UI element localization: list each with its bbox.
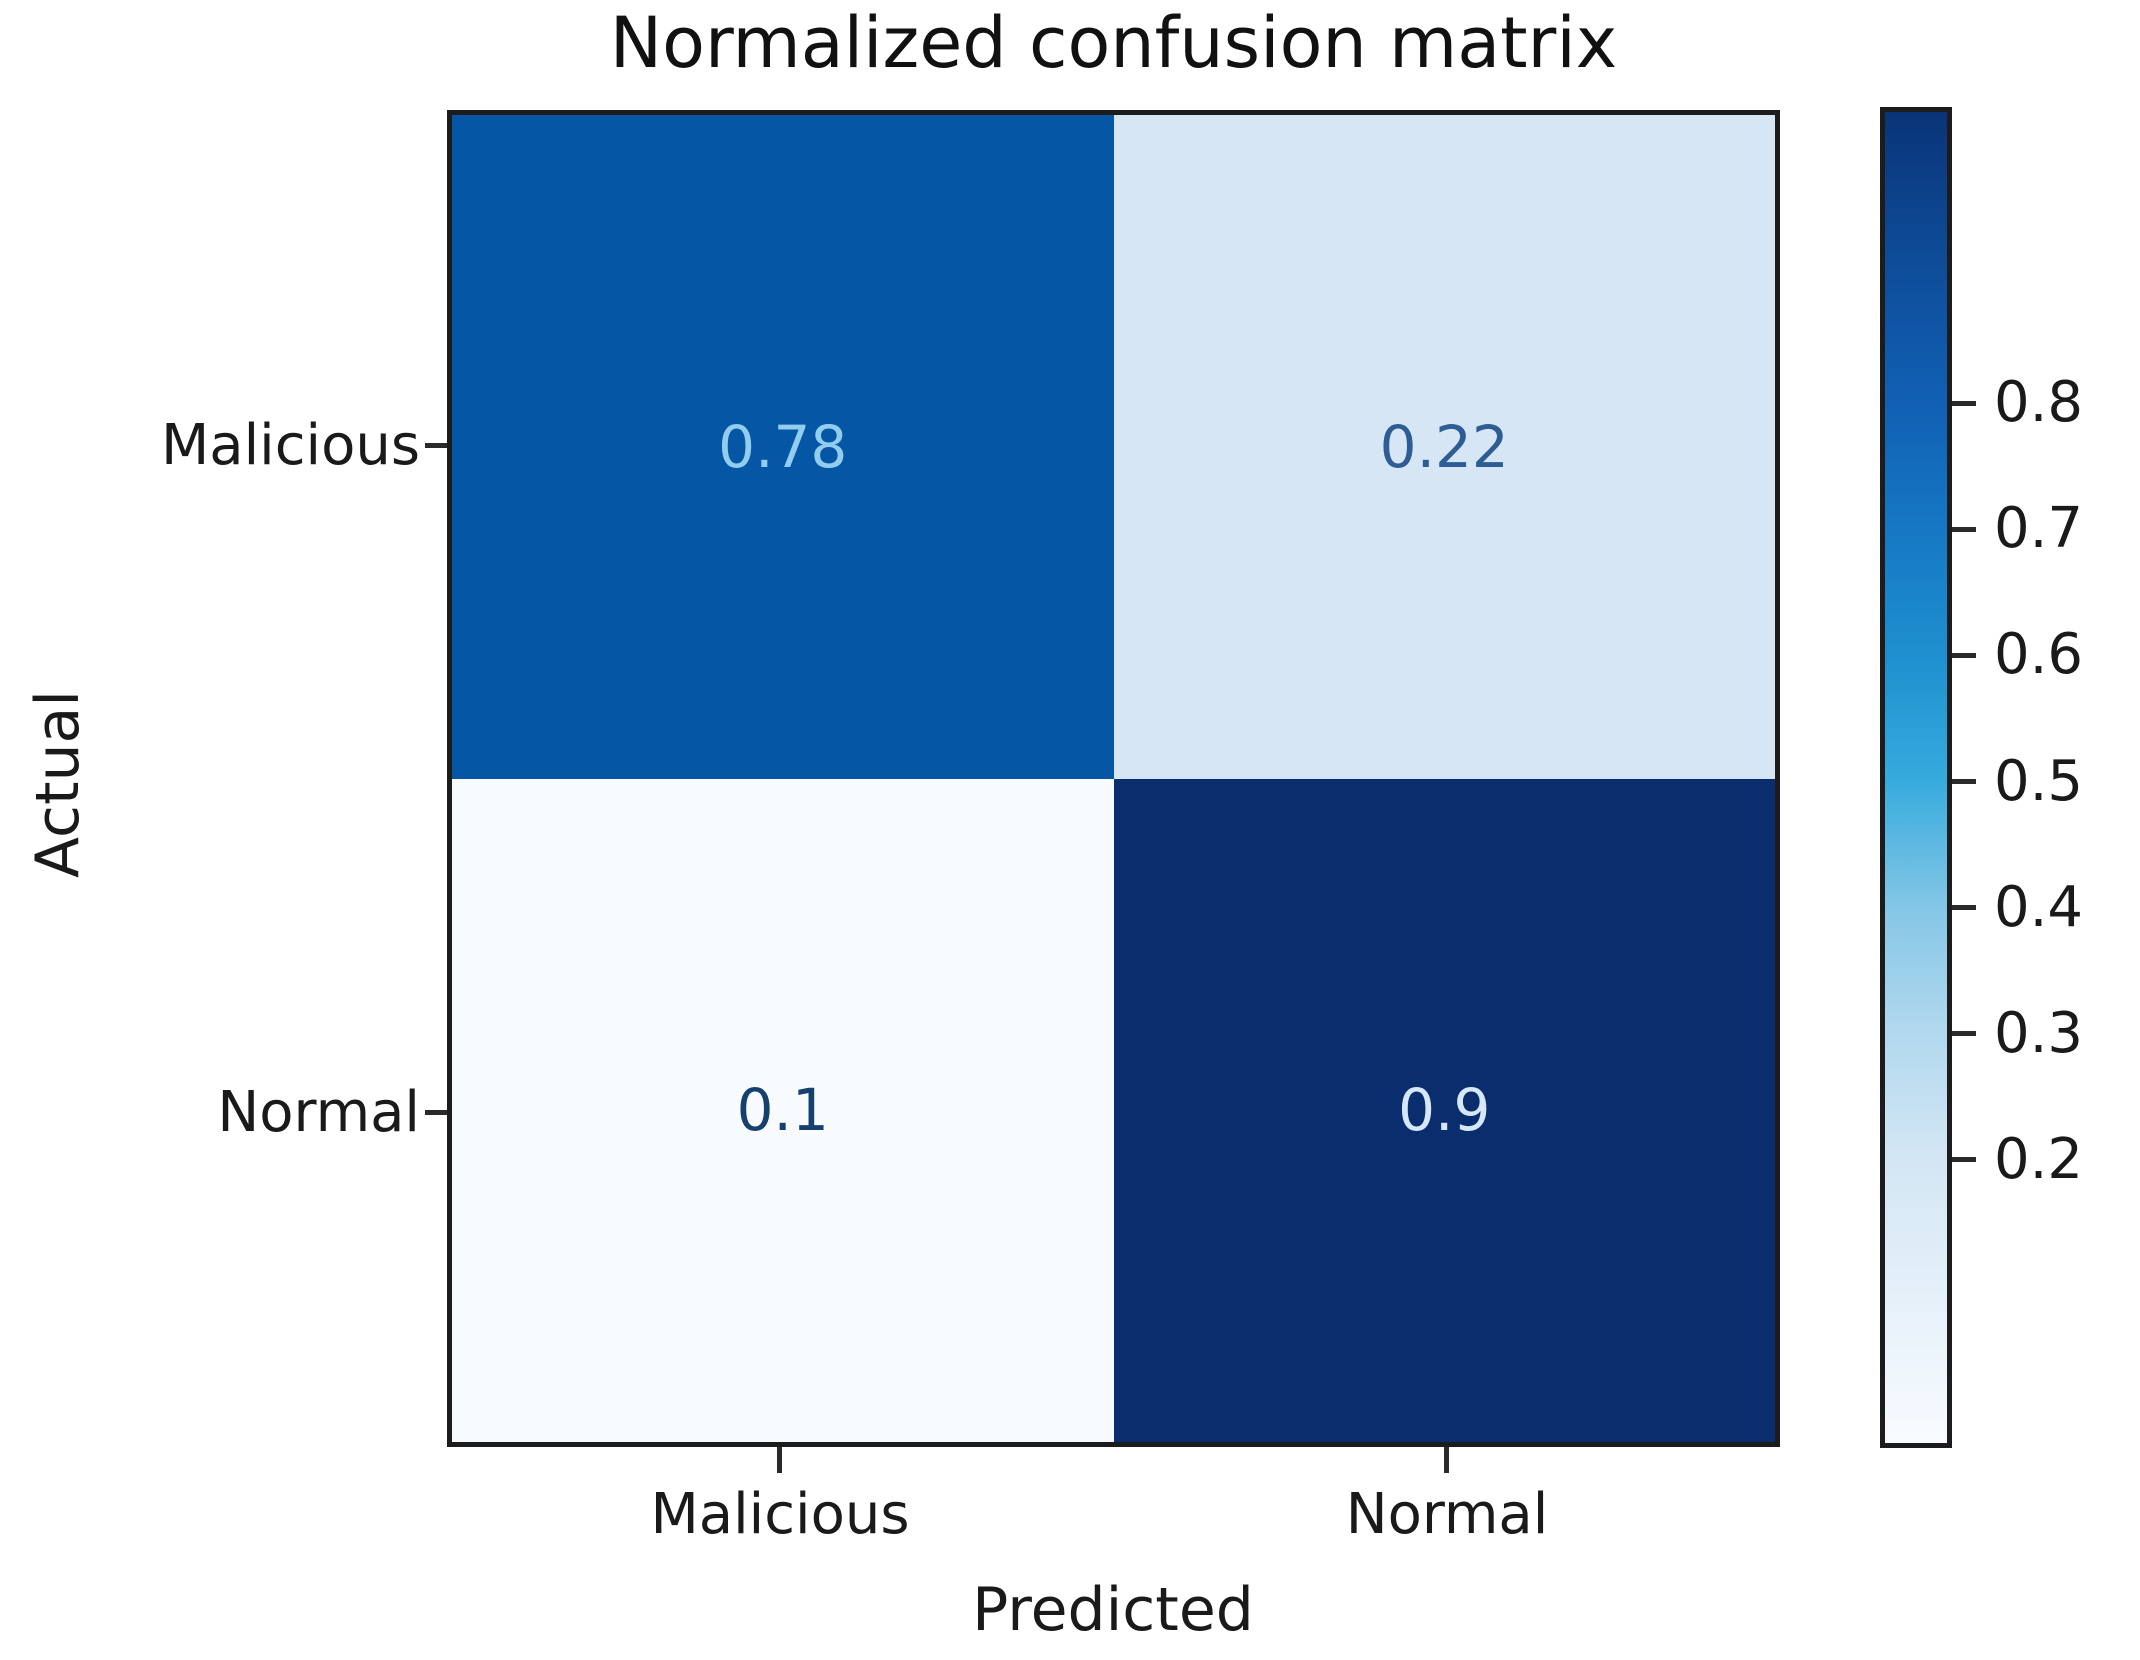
- colorbar-tick-label: 0.6: [1994, 622, 2084, 688]
- colorbar-tick-label: 0.3: [1994, 1000, 2084, 1066]
- cell-value: 0.9: [1398, 1076, 1491, 1145]
- x-axis-label: Predicted: [972, 1575, 1254, 1645]
- colorbar-tick-mark: [1952, 1157, 1976, 1163]
- colorbar-tick-mark: [1952, 400, 1976, 406]
- cell-value: 0.22: [1379, 412, 1509, 481]
- y-tick-mark: [425, 443, 447, 448]
- colorbar-tick: 0.2: [1952, 1126, 2084, 1192]
- colorbar-tick: 0.6: [1952, 626, 2083, 684]
- chart-title: Normalized confusion matrix: [609, 2, 1618, 84]
- y-tick-label-malicious: Malicious: [160, 413, 420, 478]
- colorbar-tick: 0.4: [1952, 874, 2084, 940]
- colorbar-tick: 0.5: [1952, 748, 2084, 814]
- colorbar-tick-mark: [1952, 526, 1976, 532]
- colorbar-tick-label: 0.2: [1994, 1126, 2084, 1192]
- colorbar-tick-mark: [1952, 905, 1976, 911]
- y-tick-mark: [425, 1110, 447, 1115]
- colorbar-tick: 0.8: [1952, 374, 2083, 432]
- x-tick-mark: [777, 1447, 782, 1473]
- colorbar-tick-label: 0.8: [1994, 370, 2084, 436]
- x-tick-mark: [1444, 1447, 1449, 1473]
- colorbar-tick: 0.7: [1952, 500, 2083, 558]
- heatmap-grid: 0.78 0.22 0.1 0.9: [447, 110, 1780, 1447]
- cell-actual-normal-pred-malicious: 0.1: [452, 778, 1114, 1442]
- colorbar: [1880, 107, 1952, 1448]
- colorbar-tick-mark: [1952, 652, 1976, 658]
- cell-value: 0.1: [736, 1076, 829, 1145]
- cell-actual-malicious-pred-malicious: 0.78: [452, 115, 1114, 779]
- cell-value: 0.78: [718, 412, 848, 481]
- colorbar-tick-label: 0.7: [1994, 496, 2084, 562]
- colorbar-tick-mark: [1952, 1031, 1976, 1037]
- cell-actual-normal-pred-normal: 0.9: [1113, 778, 1775, 1442]
- colorbar-tick-label: 0.5: [1994, 748, 2084, 814]
- x-tick-label-malicious: Malicious: [650, 1482, 910, 1547]
- colorbar-tick-label: 0.4: [1994, 874, 2084, 940]
- colorbar-tick: 0.3: [1952, 1000, 2084, 1066]
- y-axis-label: Actual: [23, 690, 93, 878]
- cell-actual-malicious-pred-normal: 0.22: [1113, 115, 1775, 779]
- x-tick-label-normal: Normal: [1345, 1482, 1549, 1547]
- y-tick-label-normal: Normal: [217, 1080, 420, 1145]
- colorbar-tick-mark: [1952, 779, 1976, 785]
